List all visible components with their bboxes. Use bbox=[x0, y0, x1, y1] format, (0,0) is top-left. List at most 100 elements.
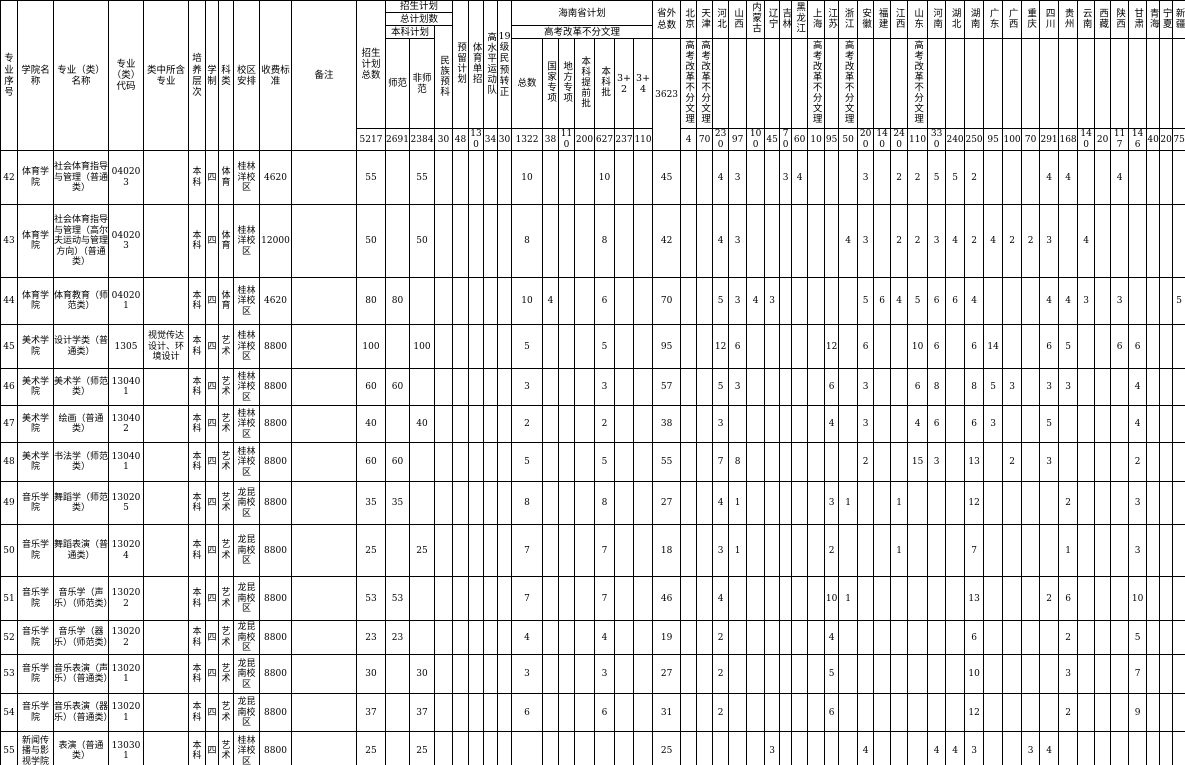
remark-cell bbox=[291, 277, 357, 326]
group-header-plan: 招生计划 bbox=[384, 0, 454, 14]
value-cell: 4 bbox=[712, 576, 730, 622]
totals-cell: 200 bbox=[857, 128, 875, 152]
value-cell: 7 bbox=[511, 524, 544, 578]
value-cell bbox=[1110, 693, 1130, 733]
value-cell bbox=[1021, 620, 1041, 656]
value-cell bbox=[728, 693, 748, 733]
fee-cell: 8800 bbox=[259, 576, 292, 622]
value-cell: 3 bbox=[1110, 277, 1130, 326]
value-cell bbox=[633, 442, 654, 483]
major-cell: 美术学（师范类） bbox=[53, 368, 109, 407]
col-header-hainan-difang: 地方专项 bbox=[558, 38, 576, 130]
serial-cell: 44 bbox=[0, 277, 18, 326]
value-cell bbox=[1094, 150, 1112, 206]
value-cell bbox=[1077, 524, 1096, 578]
value-cell bbox=[838, 405, 859, 444]
value-cell: 2 bbox=[824, 524, 840, 578]
value-cell: 5 bbox=[712, 277, 730, 326]
value-cell bbox=[890, 405, 909, 444]
value-cell bbox=[779, 368, 793, 407]
value-cell: 4 bbox=[983, 204, 1004, 279]
province-empty-24 bbox=[1094, 38, 1112, 130]
major-code-cell: 130402 bbox=[108, 405, 144, 444]
value-cell bbox=[497, 693, 513, 733]
value-cell bbox=[873, 368, 892, 407]
value-cell bbox=[1146, 277, 1161, 326]
totals-cell: 50 bbox=[838, 128, 859, 152]
value-cell: 1 bbox=[890, 481, 909, 526]
value-cell bbox=[1077, 693, 1096, 733]
value-cell bbox=[873, 693, 892, 733]
value-cell bbox=[680, 324, 698, 370]
value-cell bbox=[433, 204, 454, 279]
value-cell bbox=[1002, 277, 1023, 326]
remark-cell bbox=[291, 368, 357, 407]
value-cell bbox=[873, 324, 892, 370]
value-cell bbox=[1172, 150, 1185, 206]
value-cell bbox=[1094, 693, 1112, 733]
value-cell: 3 bbox=[764, 731, 781, 765]
value-cell bbox=[542, 405, 560, 444]
value-cell: 6 bbox=[511, 693, 544, 733]
college-cell: 美术学院 bbox=[17, 405, 54, 444]
value-cell: 46 bbox=[652, 576, 682, 622]
value-cell bbox=[468, 150, 485, 206]
totals-cell: 240 bbox=[890, 128, 909, 152]
totals-cell: 30 bbox=[433, 128, 454, 152]
fee-cell: 8800 bbox=[259, 731, 292, 765]
value-cell bbox=[1146, 204, 1161, 279]
value-cell bbox=[1172, 654, 1185, 695]
value-cell bbox=[945, 576, 966, 622]
value-cell bbox=[680, 277, 698, 326]
value-cell bbox=[497, 204, 513, 279]
value-cell: 4 bbox=[791, 150, 809, 206]
level-cell: 本科 bbox=[188, 277, 206, 326]
remark-cell bbox=[291, 693, 357, 733]
value-cell: 2 bbox=[907, 204, 929, 279]
fee-cell: 8800 bbox=[259, 654, 292, 695]
value-cell: 1 bbox=[728, 524, 748, 578]
value-cell bbox=[746, 324, 766, 370]
table-row-53: 53 音乐学院 音乐表演（声乐）（普通类） 130201 本科四艺术 龙昆南校区 8800 3… bbox=[0, 654, 1185, 695]
value-cell bbox=[779, 576, 793, 622]
value-cell bbox=[838, 442, 859, 483]
value-cell bbox=[409, 481, 435, 526]
value-cell: 4 bbox=[945, 731, 966, 765]
value-cell: 60 bbox=[385, 442, 410, 483]
major-cell: 体育教育（师范类） bbox=[53, 277, 109, 326]
value-cell bbox=[1021, 277, 1041, 326]
major-cell: 社会体育指导与管理（高尔夫运动与管理方向）（普通类） bbox=[53, 204, 109, 279]
level-cell: 本科 bbox=[188, 576, 206, 622]
totals-cell: 30 bbox=[497, 128, 513, 152]
table-row-47: 47 美术学院 绘画（普通类） 130402 本科四艺术 桂林洋校区 8800 40 40 2 2 3… bbox=[0, 405, 1185, 444]
province-header-0: 北京 bbox=[680, 0, 698, 40]
value-cell: 37 bbox=[356, 693, 386, 733]
value-cell bbox=[614, 277, 635, 326]
value-cell: 2 bbox=[1002, 442, 1023, 483]
col-header-college: 学院名称 bbox=[17, 0, 54, 152]
value-cell bbox=[764, 405, 781, 444]
value-cell bbox=[542, 442, 560, 483]
value-cell: 4 bbox=[890, 277, 909, 326]
value-cell bbox=[1094, 731, 1112, 765]
value-cell: 15 bbox=[907, 442, 929, 483]
years-cell: 四 bbox=[205, 576, 219, 622]
value-cell bbox=[1002, 576, 1023, 622]
col-header-years: 学制 bbox=[205, 0, 219, 152]
value-cell bbox=[1172, 405, 1185, 444]
value-cell bbox=[633, 277, 654, 326]
value-cell: 3 bbox=[927, 442, 947, 483]
value-cell: 5 bbox=[594, 442, 616, 483]
value-cell bbox=[633, 576, 654, 622]
value-cell bbox=[927, 620, 947, 656]
value-cell bbox=[873, 405, 892, 444]
value-cell: 23 bbox=[385, 620, 410, 656]
totals-cell: 140 bbox=[1077, 128, 1096, 152]
value-cell: 6 bbox=[1110, 324, 1130, 370]
value-cell bbox=[558, 442, 576, 483]
subject-cell: 艺术 bbox=[218, 524, 234, 578]
value-cell: 3 bbox=[857, 204, 875, 279]
value-cell: 3 bbox=[857, 405, 875, 444]
value-cell bbox=[497, 576, 513, 622]
col-header-campus: 校区安排 bbox=[233, 0, 260, 152]
